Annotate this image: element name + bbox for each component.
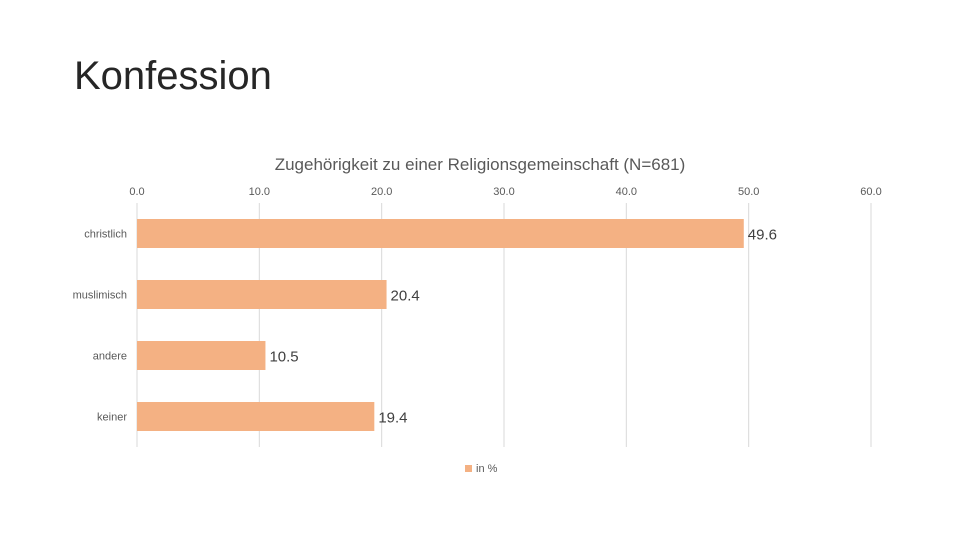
category-label: muslimisch <box>73 290 127 302</box>
bar <box>137 341 266 370</box>
data-label: 19.4 <box>378 410 407 427</box>
x-tick-label: 50.0 <box>738 186 759 198</box>
bar <box>137 280 387 309</box>
x-tick-label: 10.0 <box>249 186 270 198</box>
category-label: keiner <box>97 412 127 424</box>
x-tick-label: 20.0 <box>371 186 392 198</box>
x-tick-label: 30.0 <box>493 186 514 198</box>
legend-label: in % <box>476 463 498 475</box>
legend-swatch <box>465 465 472 472</box>
bar <box>137 402 375 431</box>
x-tick-label: 0.0 <box>129 186 144 198</box>
category-label: christlich <box>84 229 127 241</box>
slide-title: Konfession <box>74 54 272 98</box>
x-tick-label: 40.0 <box>616 186 637 198</box>
chart-title: Zugehörigkeit zu einer Religionsgemeinsc… <box>275 155 686 174</box>
x-tick-label: 60.0 <box>860 186 881 198</box>
legend: in % <box>465 463 498 475</box>
data-label: 20.4 <box>391 288 420 305</box>
data-label: 10.5 <box>269 349 298 366</box>
bar <box>137 219 744 248</box>
x-axis-ticks: 0.0 10.0 20.0 30.0 40.0 50.0 60.0 <box>129 186 881 198</box>
bars <box>137 219 744 431</box>
category-labels: christlich muslimisch andere keiner <box>73 229 128 424</box>
category-label: andere <box>93 351 127 363</box>
data-label: 49.6 <box>748 227 777 244</box>
data-labels: 49.6 20.4 10.5 19.4 <box>269 227 777 427</box>
